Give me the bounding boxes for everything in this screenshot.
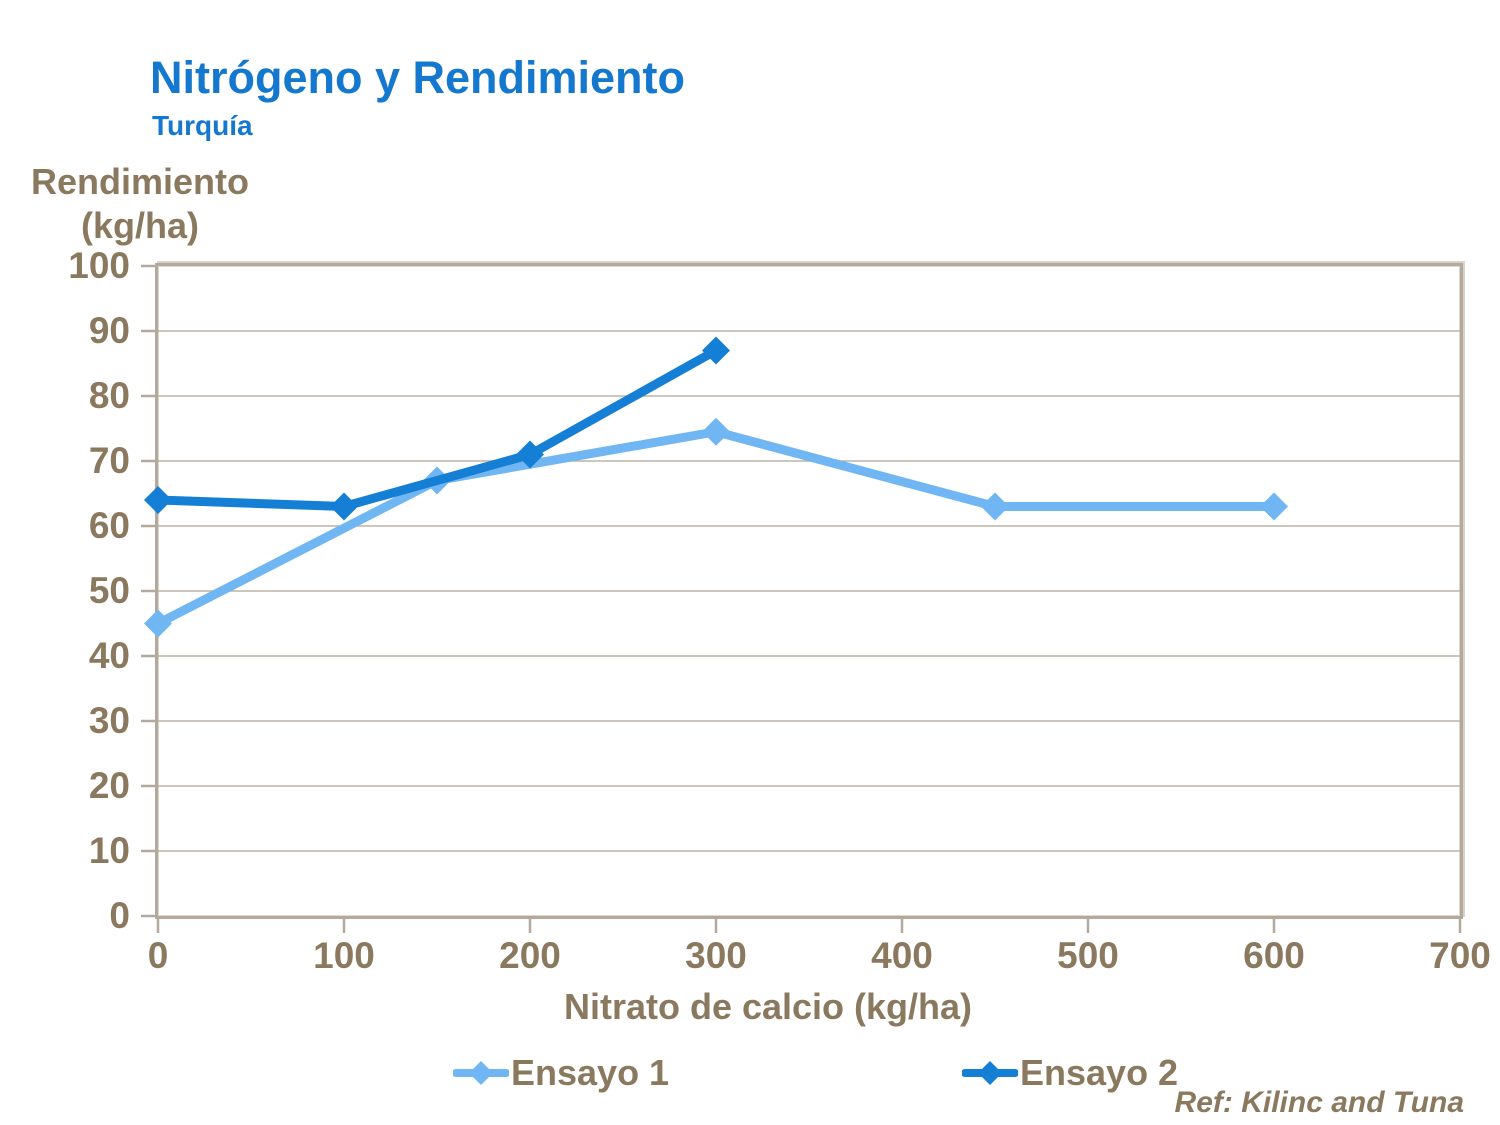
data-point-marker	[981, 492, 1009, 521]
x-tick-label: 300	[685, 935, 747, 976]
y-tick-label: 50	[88, 570, 130, 611]
y-tick-label: 40	[88, 635, 130, 676]
data-point-marker	[144, 609, 172, 638]
y-axis-title-line1: Rendimiento	[30, 161, 249, 202]
reference-note: Ref: Kilinc and Tuna	[1174, 1086, 1464, 1119]
data-point-marker	[144, 486, 172, 514]
legend-label-ensayo-1: Ensayo 1	[511, 1052, 670, 1093]
y-tick-label: 100	[68, 245, 130, 286]
page-subtitle: Turquía	[152, 110, 253, 141]
plot-area	[141, 263, 1463, 933]
y-axis-title-line2: (kg/ha)	[80, 205, 199, 246]
y-tick-label: 10	[88, 830, 130, 871]
y-tick-label: 80	[88, 375, 130, 416]
y-tick-label: 30	[88, 700, 130, 741]
y-tick-label: 20	[88, 765, 130, 806]
data-point-marker	[702, 336, 730, 365]
y-axis-title: Rendimiento (kg/ha)	[15, 160, 265, 248]
x-tick-label: 200	[499, 935, 561, 976]
data-point-marker	[1260, 492, 1288, 521]
data-point-marker	[702, 417, 730, 446]
data-point-marker	[516, 440, 544, 469]
y-tick-label: 0	[109, 895, 130, 936]
x-axis-ticks: 0 100 200 300 400 500 600 700	[148, 934, 1491, 984]
x-tick-label: 0	[147, 935, 169, 976]
y-tick-label: 70	[88, 440, 130, 481]
chart-svg	[141, 264, 1462, 933]
legend-label-ensayo-2: Ensayo 2	[1020, 1052, 1179, 1093]
series-line	[153, 346, 721, 511]
x-axis-title: Nitrato de calcio (kg/ha)	[563, 986, 973, 1027]
y-tick-label: 60	[88, 505, 130, 546]
x-tick-label: 700	[1429, 935, 1491, 976]
data-point-marker	[330, 492, 358, 521]
page-title: Nitrógeno y Rendimiento	[150, 52, 686, 103]
legend-item-ensayo-2: Ensayo 2	[962, 1052, 1178, 1094]
legend-item-ensayo-1: Ensayo 1	[453, 1052, 669, 1094]
x-tick-label: 100	[313, 935, 375, 976]
ensayo-1-marker-icon	[453, 1059, 509, 1087]
x-tick-label: 600	[1243, 935, 1305, 976]
ensayo-2-marker-icon	[962, 1059, 1018, 1087]
x-tick-label: 500	[1057, 935, 1119, 976]
y-tick-label: 90	[88, 310, 130, 351]
y-axis-ticks: 0 10 20 30 40 50 60 70 80 90 100	[30, 245, 130, 936]
x-tick-label: 400	[871, 935, 933, 976]
